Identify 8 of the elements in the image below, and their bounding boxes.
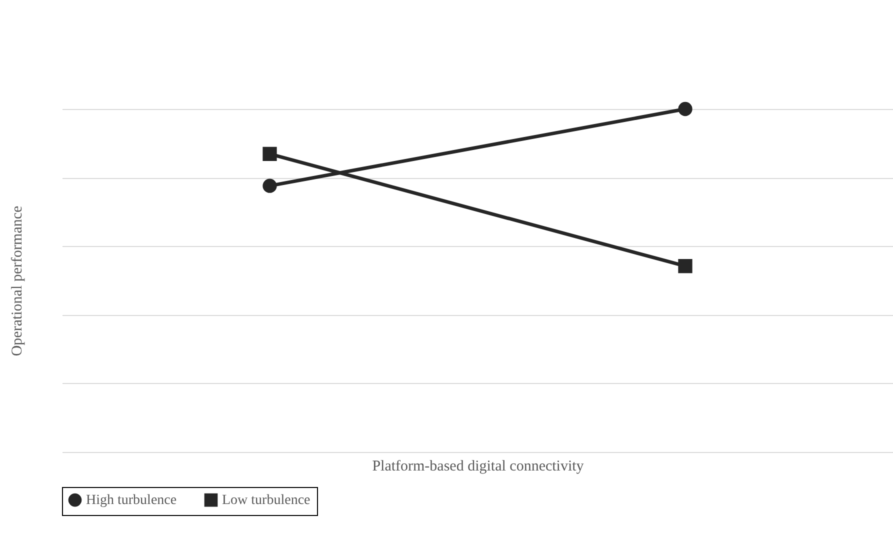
legend-label: Low turbulence [222,493,310,508]
point [678,102,692,116]
y-axis-title: Operational performance [10,205,26,356]
x-axis-title: Platform-based digital connectivity [372,458,584,474]
legend-label: High turbulence [86,493,177,508]
point [262,146,277,162]
point [262,178,277,193]
point [678,259,692,274]
